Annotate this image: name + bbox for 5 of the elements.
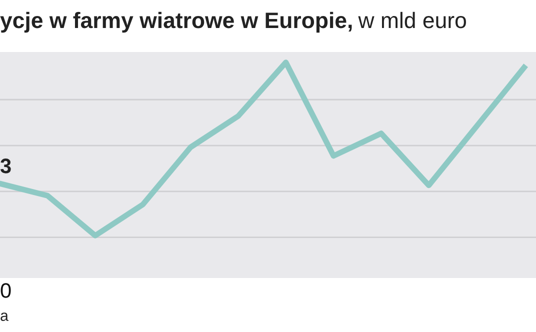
text: 0 <box>0 283 11 298</box>
text: a <box>0 312 8 321</box>
annotation: 3 <box>0 158 11 174</box>
chart-title: ycje w farmy wiatrowe w Europie, <box>0 12 352 33</box>
chart-subtitle: w mld euro <box>358 12 466 28</box>
